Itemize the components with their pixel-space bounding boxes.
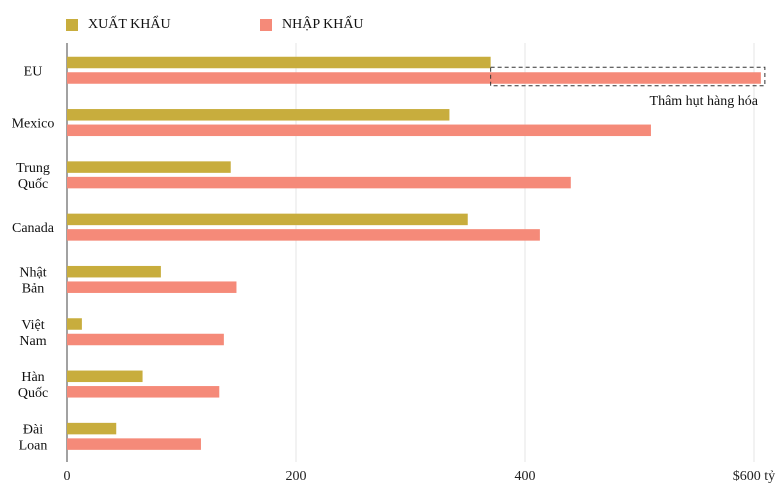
legend-import-swatch — [260, 19, 272, 31]
bar-import — [67, 438, 201, 450]
category-label: EU — [24, 64, 43, 79]
bar-export — [67, 265, 161, 278]
bar-import — [67, 176, 571, 189]
category-label: Đài — [23, 422, 43, 437]
bar-export — [67, 161, 231, 173]
category-label: Nam — [19, 334, 46, 349]
x-tick-label: $600 tỷ — [733, 469, 775, 484]
bar-import — [67, 72, 761, 84]
bar-export — [67, 56, 491, 69]
bar-export — [67, 109, 450, 121]
category-label: Quốc — [18, 386, 48, 401]
category-label: Bản — [22, 281, 45, 296]
bar-export — [67, 422, 117, 435]
legend-export-swatch — [66, 19, 78, 31]
x-tick-label: 0 — [64, 469, 71, 484]
legend-export-label: XUẤT KHẨU — [88, 17, 171, 32]
bar-export — [67, 370, 143, 383]
bar-import — [67, 386, 220, 398]
bar-export — [67, 318, 82, 330]
category-label: Loan — [19, 438, 48, 453]
bar-import — [67, 281, 237, 293]
legend-import-label: NHẬP KHẨU — [282, 17, 364, 32]
category-label: Canada — [12, 221, 55, 236]
legend-export: XUẤT KHẨU — [66, 17, 171, 33]
deficit-annotation-box — [490, 66, 766, 87]
category-label: Nhật — [19, 265, 46, 280]
deficit-annotation-label: Thâm hụt hàng hóa — [650, 94, 759, 109]
category-label: Quốc — [18, 177, 48, 192]
bar-import — [67, 124, 651, 137]
category-label: Hàn — [21, 370, 44, 385]
category-label: Việt — [21, 318, 44, 333]
bar-import — [67, 333, 224, 346]
bar-import — [67, 229, 540, 241]
x-tick-label: 200 — [286, 469, 307, 484]
legend-import: NHẬP KHẨU — [260, 17, 364, 33]
bar-export — [67, 213, 468, 226]
category-label: Trung — [16, 161, 50, 176]
category-label: Mexico — [12, 117, 55, 132]
x-tick-label: 400 — [515, 469, 536, 484]
